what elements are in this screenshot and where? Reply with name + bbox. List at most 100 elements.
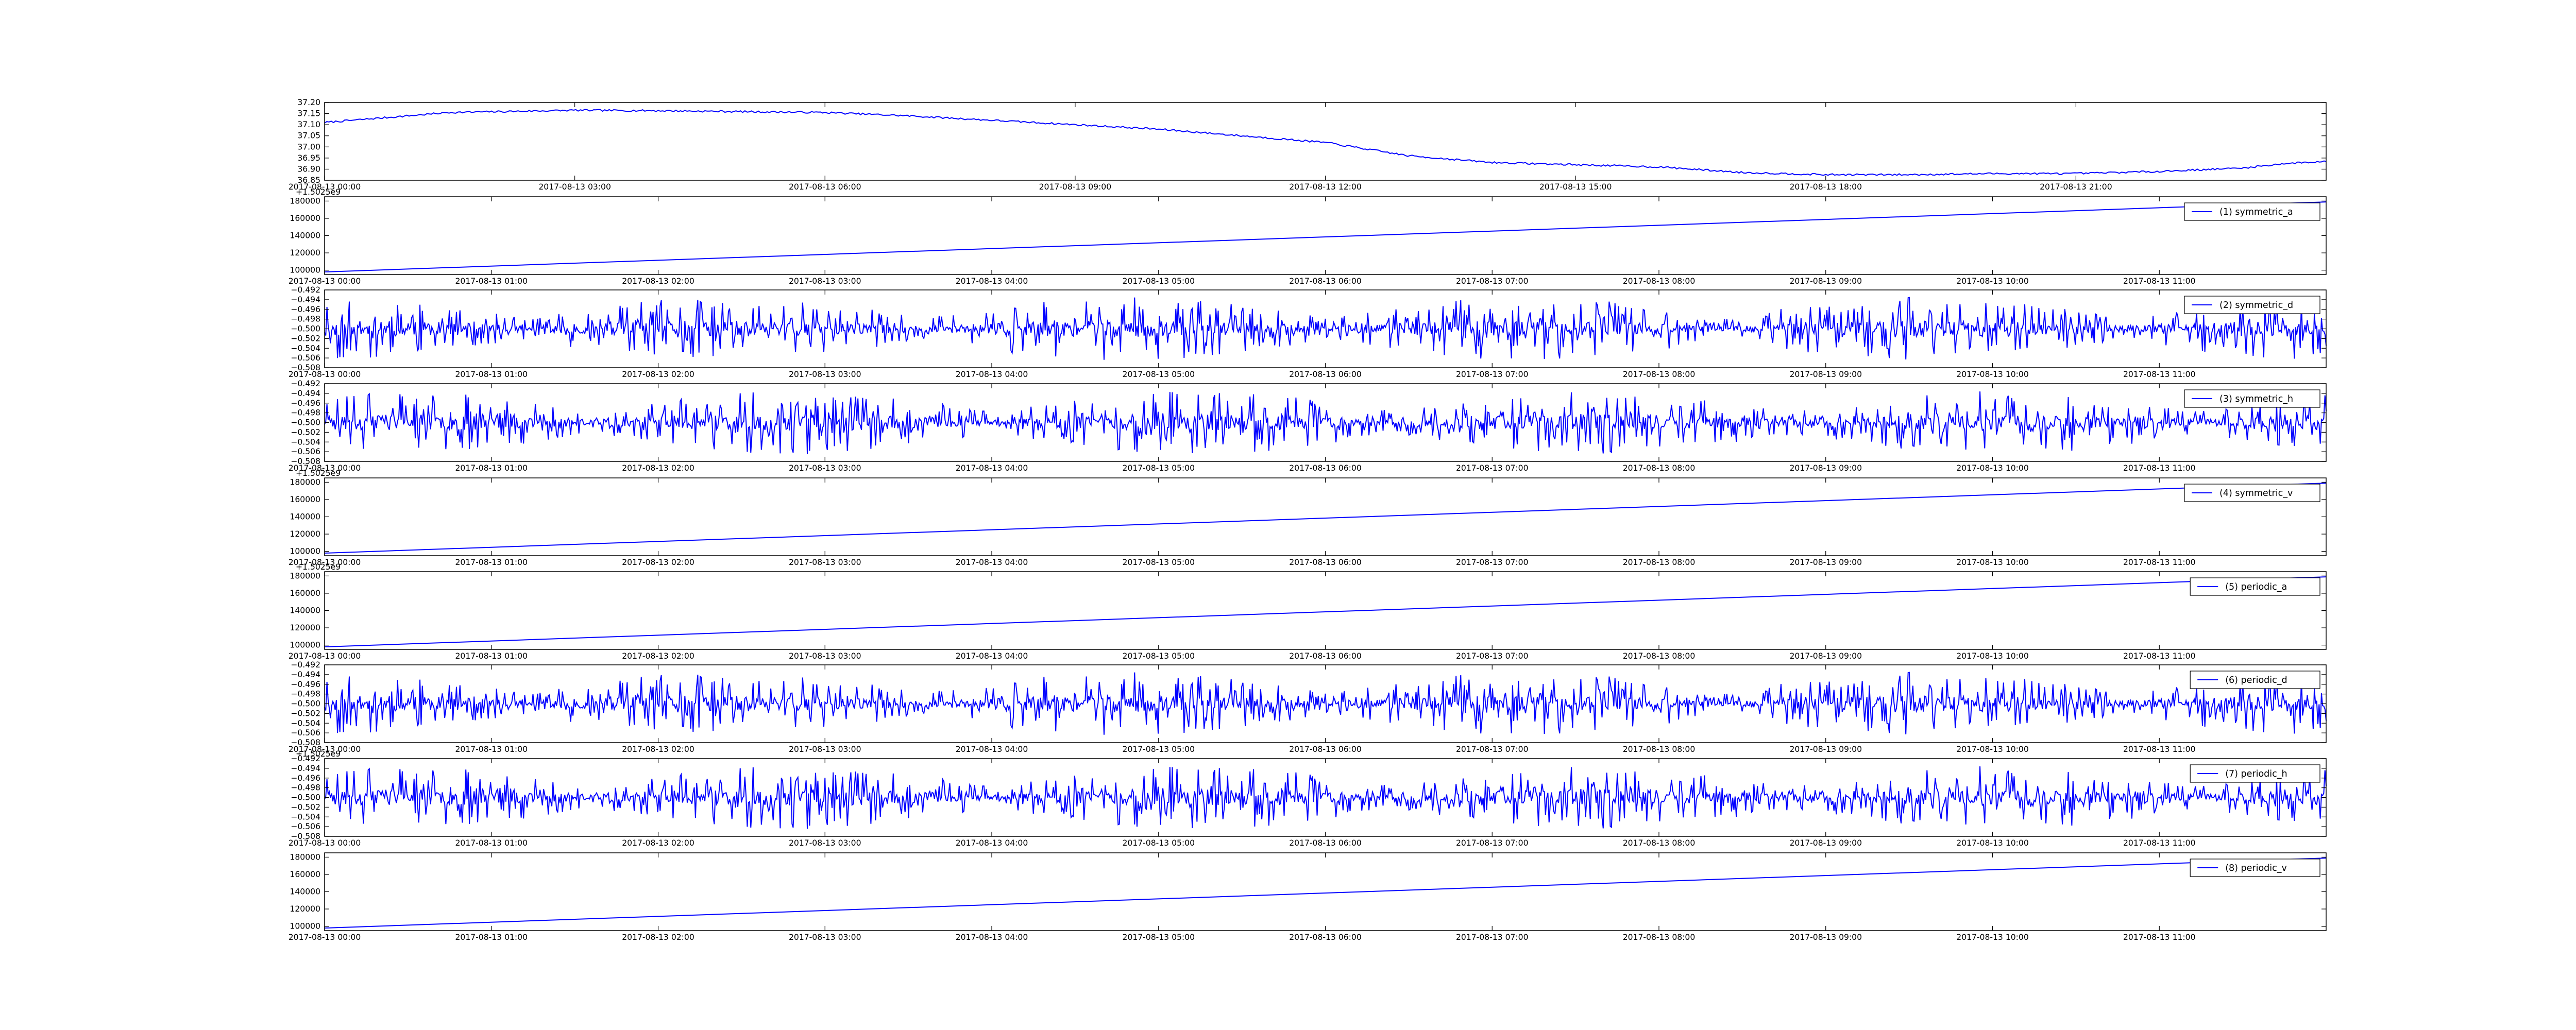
x-tick-label: 2017-08-13 07:00 bbox=[1456, 277, 1529, 286]
x-tick-label: 2017-08-13 03:00 bbox=[789, 651, 861, 661]
x-tick-label: 2017-08-13 02:00 bbox=[622, 277, 694, 286]
x-tick-label: 2017-08-13 08:00 bbox=[1623, 651, 1696, 661]
offset-text: +1.5025e9 bbox=[296, 749, 341, 759]
y-tick-label: 36.85 bbox=[297, 176, 320, 185]
y-tick-label: −0.508 bbox=[291, 738, 320, 747]
series-line-periodic_v bbox=[324, 857, 2327, 929]
y-tick-label: 180000 bbox=[290, 852, 320, 862]
x-tick-label: 2017-08-13 05:00 bbox=[1122, 464, 1195, 473]
x-tick-label: 2017-08-13 02:00 bbox=[622, 651, 694, 661]
y-tick-label: −0.508 bbox=[291, 832, 320, 841]
legend-label: (6) periodic_d bbox=[2225, 675, 2287, 685]
legend-label: (3) symmetric_h bbox=[2219, 394, 2293, 404]
y-tick-label: −0.498 bbox=[291, 315, 320, 324]
legend-box bbox=[2190, 577, 2320, 596]
y-tick-label: 37.20 bbox=[297, 98, 320, 107]
offset-text: +1.5025e9 bbox=[296, 562, 341, 572]
y-tick-label: 36.95 bbox=[297, 153, 320, 163]
x-tick-label: 2017-08-13 12:00 bbox=[1289, 182, 1362, 192]
x-tick-label: 2017-08-13 00:00 bbox=[289, 651, 361, 661]
series-line-periodic_d bbox=[324, 672, 2327, 735]
x-tick-label: 2017-08-13 06:00 bbox=[1289, 745, 1362, 754]
series-line-symmetric_a bbox=[324, 201, 2327, 272]
y-tick-label: −0.494 bbox=[291, 295, 320, 304]
subplot-periodic_h: −0.508−0.506−0.504−0.502−0.500−0.498−0.4… bbox=[289, 749, 2327, 848]
x-tick-label: 2017-08-13 05:00 bbox=[1122, 838, 1195, 848]
x-tick-label: 2017-08-13 07:00 bbox=[1456, 933, 1529, 942]
y-tick-label: −0.504 bbox=[291, 344, 320, 353]
x-tick-label: 2017-08-13 03:00 bbox=[789, 745, 861, 754]
legend-label: (5) periodic_a bbox=[2225, 582, 2287, 592]
x-tick-label: 2017-08-13 09:00 bbox=[1789, 464, 1862, 473]
x-tick-label: 2017-08-13 10:00 bbox=[1956, 558, 2029, 567]
y-tick-label: −0.498 bbox=[291, 783, 320, 793]
x-tick-label: 2017-08-13 00:00 bbox=[289, 558, 361, 567]
x-tick-label: 2017-08-13 02:00 bbox=[622, 745, 694, 754]
legend-label: (2) symmetric_d bbox=[2219, 300, 2293, 311]
y-tick-label: −0.504 bbox=[291, 812, 320, 821]
x-tick-label: 2017-08-13 10:00 bbox=[1956, 277, 2029, 286]
x-tick-label: 2017-08-13 05:00 bbox=[1122, 651, 1195, 661]
y-tick-label: 140000 bbox=[290, 231, 320, 241]
x-tick-label: 2017-08-13 03:00 bbox=[789, 933, 861, 942]
x-tick-label: 2017-08-13 05:00 bbox=[1122, 745, 1195, 754]
x-tick-label: 2017-08-13 03:00 bbox=[789, 277, 861, 286]
y-tick-label: −0.492 bbox=[291, 660, 320, 670]
x-tick-label: 2017-08-13 03:00 bbox=[789, 370, 861, 379]
x-tick-label: 2017-08-13 00:00 bbox=[289, 838, 361, 848]
y-tick-label: 120000 bbox=[290, 623, 320, 632]
y-tick-label: 180000 bbox=[290, 196, 320, 205]
x-tick-label: 2017-08-13 08:00 bbox=[1623, 838, 1696, 848]
y-tick-label: 120000 bbox=[290, 904, 320, 914]
x-tick-label: 2017-08-13 04:00 bbox=[956, 558, 1028, 567]
x-tick-label: 2017-08-13 01:00 bbox=[455, 651, 528, 661]
y-tick-label: 160000 bbox=[290, 214, 320, 223]
x-tick-label: 2017-08-13 08:00 bbox=[1623, 558, 1696, 567]
y-tick-label: 180000 bbox=[290, 571, 320, 580]
x-tick-label: 2017-08-13 08:00 bbox=[1623, 933, 1696, 942]
y-tick-label: 37.00 bbox=[297, 142, 320, 151]
y-tick-label: −0.502 bbox=[291, 334, 320, 343]
x-tick-label: 2017-08-13 09:00 bbox=[1789, 277, 1862, 286]
series-line-top bbox=[324, 109, 2327, 176]
y-tick-label: −0.502 bbox=[291, 427, 320, 437]
x-tick-label: 2017-08-13 06:00 bbox=[789, 182, 861, 192]
y-tick-label: 180000 bbox=[290, 477, 320, 487]
y-tick-label: −0.496 bbox=[291, 305, 320, 314]
y-tick-label: −0.492 bbox=[291, 285, 320, 295]
x-tick-label: 2017-08-13 06:00 bbox=[1289, 370, 1362, 379]
x-tick-label: 2017-08-13 02:00 bbox=[622, 558, 694, 567]
x-tick-label: 2017-08-13 06:00 bbox=[1289, 651, 1362, 661]
offset-text: +1.5025e9 bbox=[296, 469, 341, 478]
x-tick-label: 2017-08-13 10:00 bbox=[1956, 745, 2029, 754]
y-tick-label: −0.502 bbox=[291, 802, 320, 812]
x-tick-label: 2017-08-13 01:00 bbox=[455, 933, 528, 942]
x-tick-label: 2017-08-13 15:00 bbox=[1539, 182, 1612, 192]
y-tick-label: −0.506 bbox=[291, 353, 320, 363]
x-tick-label: 2017-08-13 01:00 bbox=[455, 558, 528, 567]
legend-symmetric_h: (3) symmetric_h bbox=[2184, 389, 2320, 408]
x-tick-label: 2017-08-13 04:00 bbox=[956, 651, 1028, 661]
x-tick-label: 2017-08-13 11:00 bbox=[2123, 933, 2196, 942]
y-tick-label: 160000 bbox=[290, 589, 320, 598]
x-tick-label: 2017-08-13 18:00 bbox=[1789, 182, 1862, 192]
subplot-periodic_v: 100000 120000 140000 160000 180000 2017-08-13… bbox=[289, 852, 2327, 942]
y-tick-label: −0.502 bbox=[291, 709, 320, 718]
y-tick-label: 37.05 bbox=[297, 131, 320, 141]
y-tick-label: −0.492 bbox=[291, 754, 320, 763]
x-tick-label: 2017-08-13 11:00 bbox=[2123, 838, 2196, 848]
x-tick-label: 2017-08-13 01:00 bbox=[455, 277, 528, 286]
offset-text: +1.5025e9 bbox=[296, 187, 341, 197]
subplot-symmetric_v: 100000 120000 140000 160000 180000 2017-08-13… bbox=[289, 469, 2327, 567]
y-tick-label: 160000 bbox=[290, 870, 320, 879]
x-tick-label: 2017-08-13 08:00 bbox=[1623, 277, 1696, 286]
axes-frame-periodic_v bbox=[324, 852, 2327, 931]
x-tick-label: 2017-08-13 07:00 bbox=[1456, 464, 1529, 473]
x-tick-label: 2017-08-13 05:00 bbox=[1122, 933, 1195, 942]
series-line-symmetric_v bbox=[324, 483, 2327, 554]
legend-periodic_h: (7) periodic_h bbox=[2190, 764, 2320, 783]
subplot-periodic_d: −0.508−0.506−0.504−0.502−0.500−0.498−0.4… bbox=[289, 660, 2327, 754]
x-tick-label: 2017-08-13 03:00 bbox=[789, 464, 861, 473]
